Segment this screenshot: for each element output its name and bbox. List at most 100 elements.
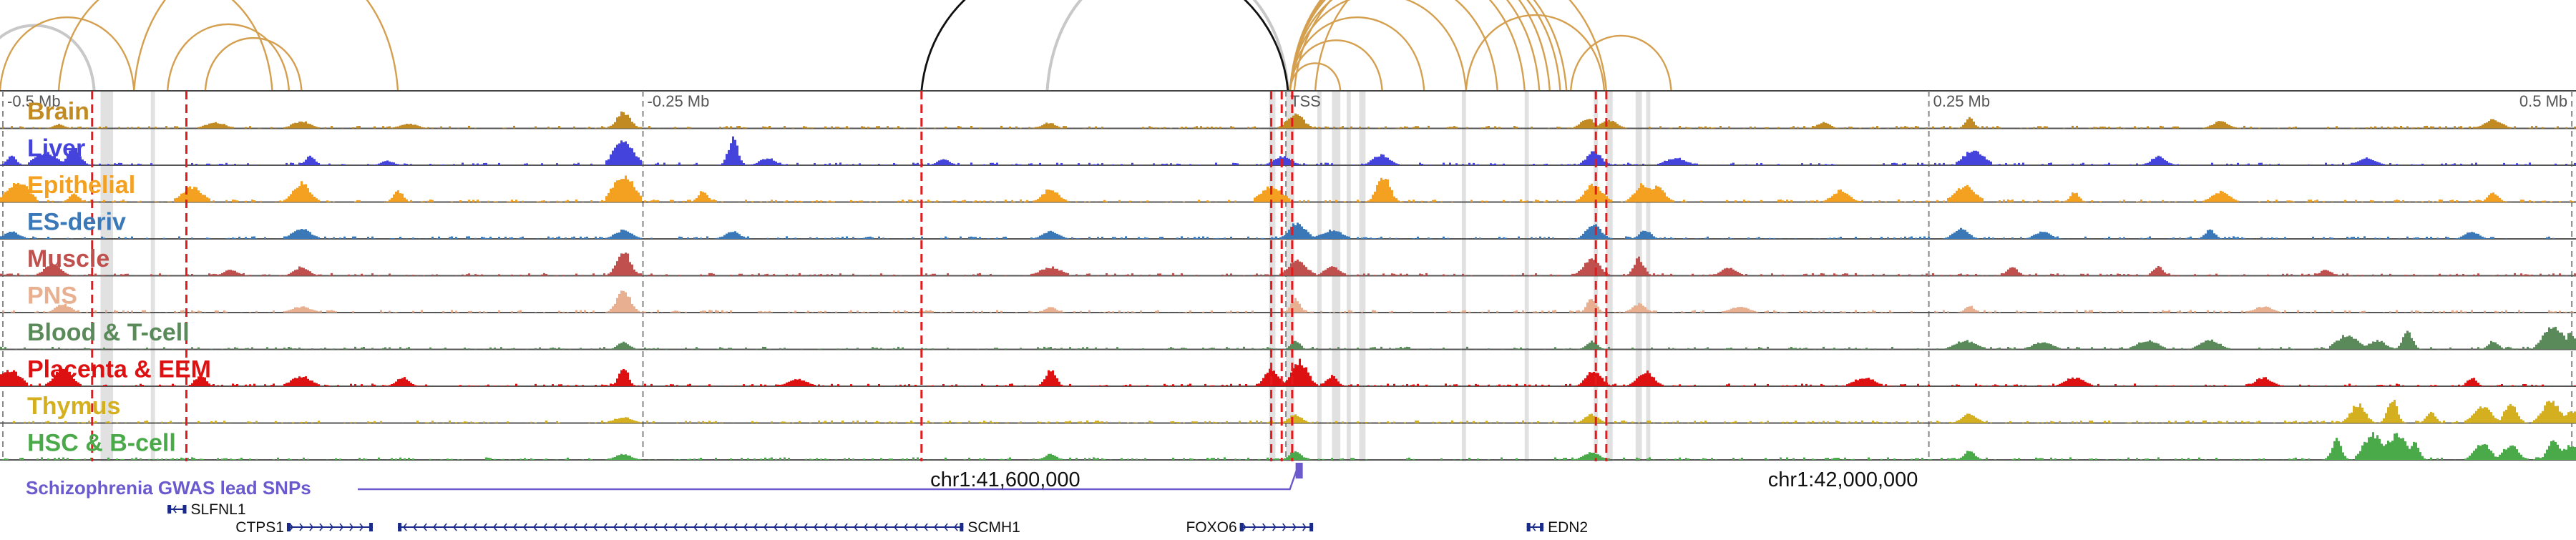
- track-label-2: Epithelial: [27, 172, 135, 199]
- track-label-0: Brain: [27, 98, 89, 125]
- track-label-9: HSC & B-cell: [27, 430, 176, 457]
- track-label-8: Thymus: [27, 393, 120, 420]
- gene-strand-arrow: [413, 523, 417, 531]
- gene-strand-arrow: [844, 523, 848, 531]
- loop-gold-15: [1293, 0, 1608, 92]
- track-5: [0, 290, 2576, 313]
- loop-gold-14: [1314, 0, 1561, 92]
- gene-strand-arrow: [864, 523, 868, 531]
- gene-strand-arrow: [673, 523, 678, 531]
- loop-gold-12: [1289, 0, 1551, 92]
- gene-strand-arrow: [904, 523, 908, 531]
- gene-strand-arrow: [1272, 523, 1277, 531]
- loop-black-0: [920, 0, 1289, 92]
- track-0: [0, 111, 2576, 129]
- gene-strand-arrow: [473, 523, 477, 531]
- gene-strand-arrow: [884, 523, 888, 531]
- loop-gold-1: [57, 0, 273, 92]
- gene-exon-start: [1526, 523, 1531, 531]
- gene-label-0: CTPS1: [235, 519, 284, 536]
- gene-strand-arrow: [1282, 523, 1287, 531]
- gene-strand-arrow: [453, 523, 457, 531]
- track-label-1: Liver: [27, 135, 85, 162]
- track-label-6: Blood & T-cell: [27, 319, 190, 346]
- loop-gold-7: [1289, 16, 1425, 92]
- gene-strand-arrow: [944, 523, 948, 531]
- gene-strand-arrow: [573, 523, 577, 531]
- track-7: [0, 358, 2576, 387]
- gene-strand-arrow: [763, 523, 768, 531]
- gwas-track: Schizophrenia GWAS lead SNPs chr1:41,600,…: [26, 463, 1918, 499]
- gene-strand-arrow: [172, 505, 177, 514]
- gene-strand-arrow: [309, 523, 314, 531]
- gene-strand-arrow: [553, 523, 557, 531]
- gene-strand-arrow: [533, 523, 537, 531]
- loop-gold-13: [1289, 0, 1568, 92]
- loop-gold-16: [1465, 14, 1606, 92]
- gene-strand-arrow: [824, 523, 828, 531]
- axis-tick-label-2: TSS: [1290, 92, 1321, 110]
- gene-strand-arrow: [339, 523, 344, 531]
- loop-gold-3: [166, 23, 291, 92]
- loop-gold-5: [1289, 62, 1342, 92]
- gene-strand-arrow: [693, 523, 698, 531]
- gene-strand-arrow: [914, 523, 918, 531]
- gene-exon-start: [286, 523, 291, 531]
- gene-strand-arrow: [319, 523, 324, 531]
- loop-gold-11: [1289, 0, 1541, 92]
- loop-gray-0: [0, 24, 96, 92]
- track-label-5: PNS: [27, 283, 77, 310]
- gwas-snp-marker: [1295, 463, 1303, 478]
- gene-strand-arrow: [403, 523, 407, 531]
- gene-slfnl1: SLFNL1: [167, 501, 246, 518]
- axis-tick-label-3: 0.25 Mb: [1933, 92, 1991, 110]
- gene-strand-arrow: [543, 523, 547, 531]
- gene-strand-arrow: [713, 523, 718, 531]
- gene-exon-end: [960, 523, 964, 531]
- gene-exon-start: [1239, 523, 1244, 531]
- gene-strand-arrow: [299, 523, 304, 531]
- axis-tick-label-1: -0.25 Mb: [648, 92, 710, 110]
- gene-label-3: FOXO6: [1186, 519, 1236, 536]
- gene-strand-arrow: [753, 523, 758, 531]
- track-signal-7: [0, 358, 2576, 386]
- gene-strand-arrow: [1252, 523, 1257, 531]
- gene-strand-arrow: [1302, 523, 1307, 531]
- gene-strand-arrow: [483, 523, 487, 531]
- loop-gray-1: [1045, 0, 1289, 92]
- gwas-label: Schizophrenia GWAS lead SNPs: [26, 477, 311, 499]
- gene-strand-arrow: [1242, 523, 1246, 531]
- gene-exon-start: [398, 523, 402, 531]
- gene-strand-arrow: [359, 523, 364, 531]
- gene-strand-arrow: [774, 523, 778, 531]
- loop-gold-8: [1289, 0, 1467, 92]
- gene-exon-end: [369, 523, 373, 531]
- gene-exon-end: [1309, 523, 1314, 531]
- gene-strand-arrow: [503, 523, 507, 531]
- axis-tick-label-4: 0.5 Mb: [2519, 92, 2567, 110]
- coord-label-1: chr1:42,000,000: [1768, 468, 1918, 491]
- gene-strand-arrow: [683, 523, 688, 531]
- track-signal-0: [0, 111, 2576, 129]
- gene-strand-arrow: [854, 523, 858, 531]
- gene-label-4: EDN2: [1548, 519, 1588, 536]
- track-6: [0, 326, 2576, 350]
- gene-strand-arrow: [894, 523, 898, 531]
- track-signal-8: [0, 400, 2576, 423]
- gene-strand-arrow: [1262, 523, 1267, 531]
- gene-strand-arrow: [423, 523, 427, 531]
- gene-edn2: EDN2: [1526, 519, 1588, 536]
- track-1: [0, 136, 2576, 166]
- loop-gold-9: [1289, 0, 1498, 92]
- gene-strand-arrow: [954, 523, 958, 531]
- gene-strand-arrow: [443, 523, 447, 531]
- gene-strand-arrow: [814, 523, 818, 531]
- gene-exon-start: [167, 505, 172, 514]
- gene-strand-arrow: [493, 523, 497, 531]
- gene-label-2: SCMH1: [967, 519, 1020, 536]
- gene-strand-arrow: [513, 523, 517, 531]
- gene-strand-arrow: [924, 523, 928, 531]
